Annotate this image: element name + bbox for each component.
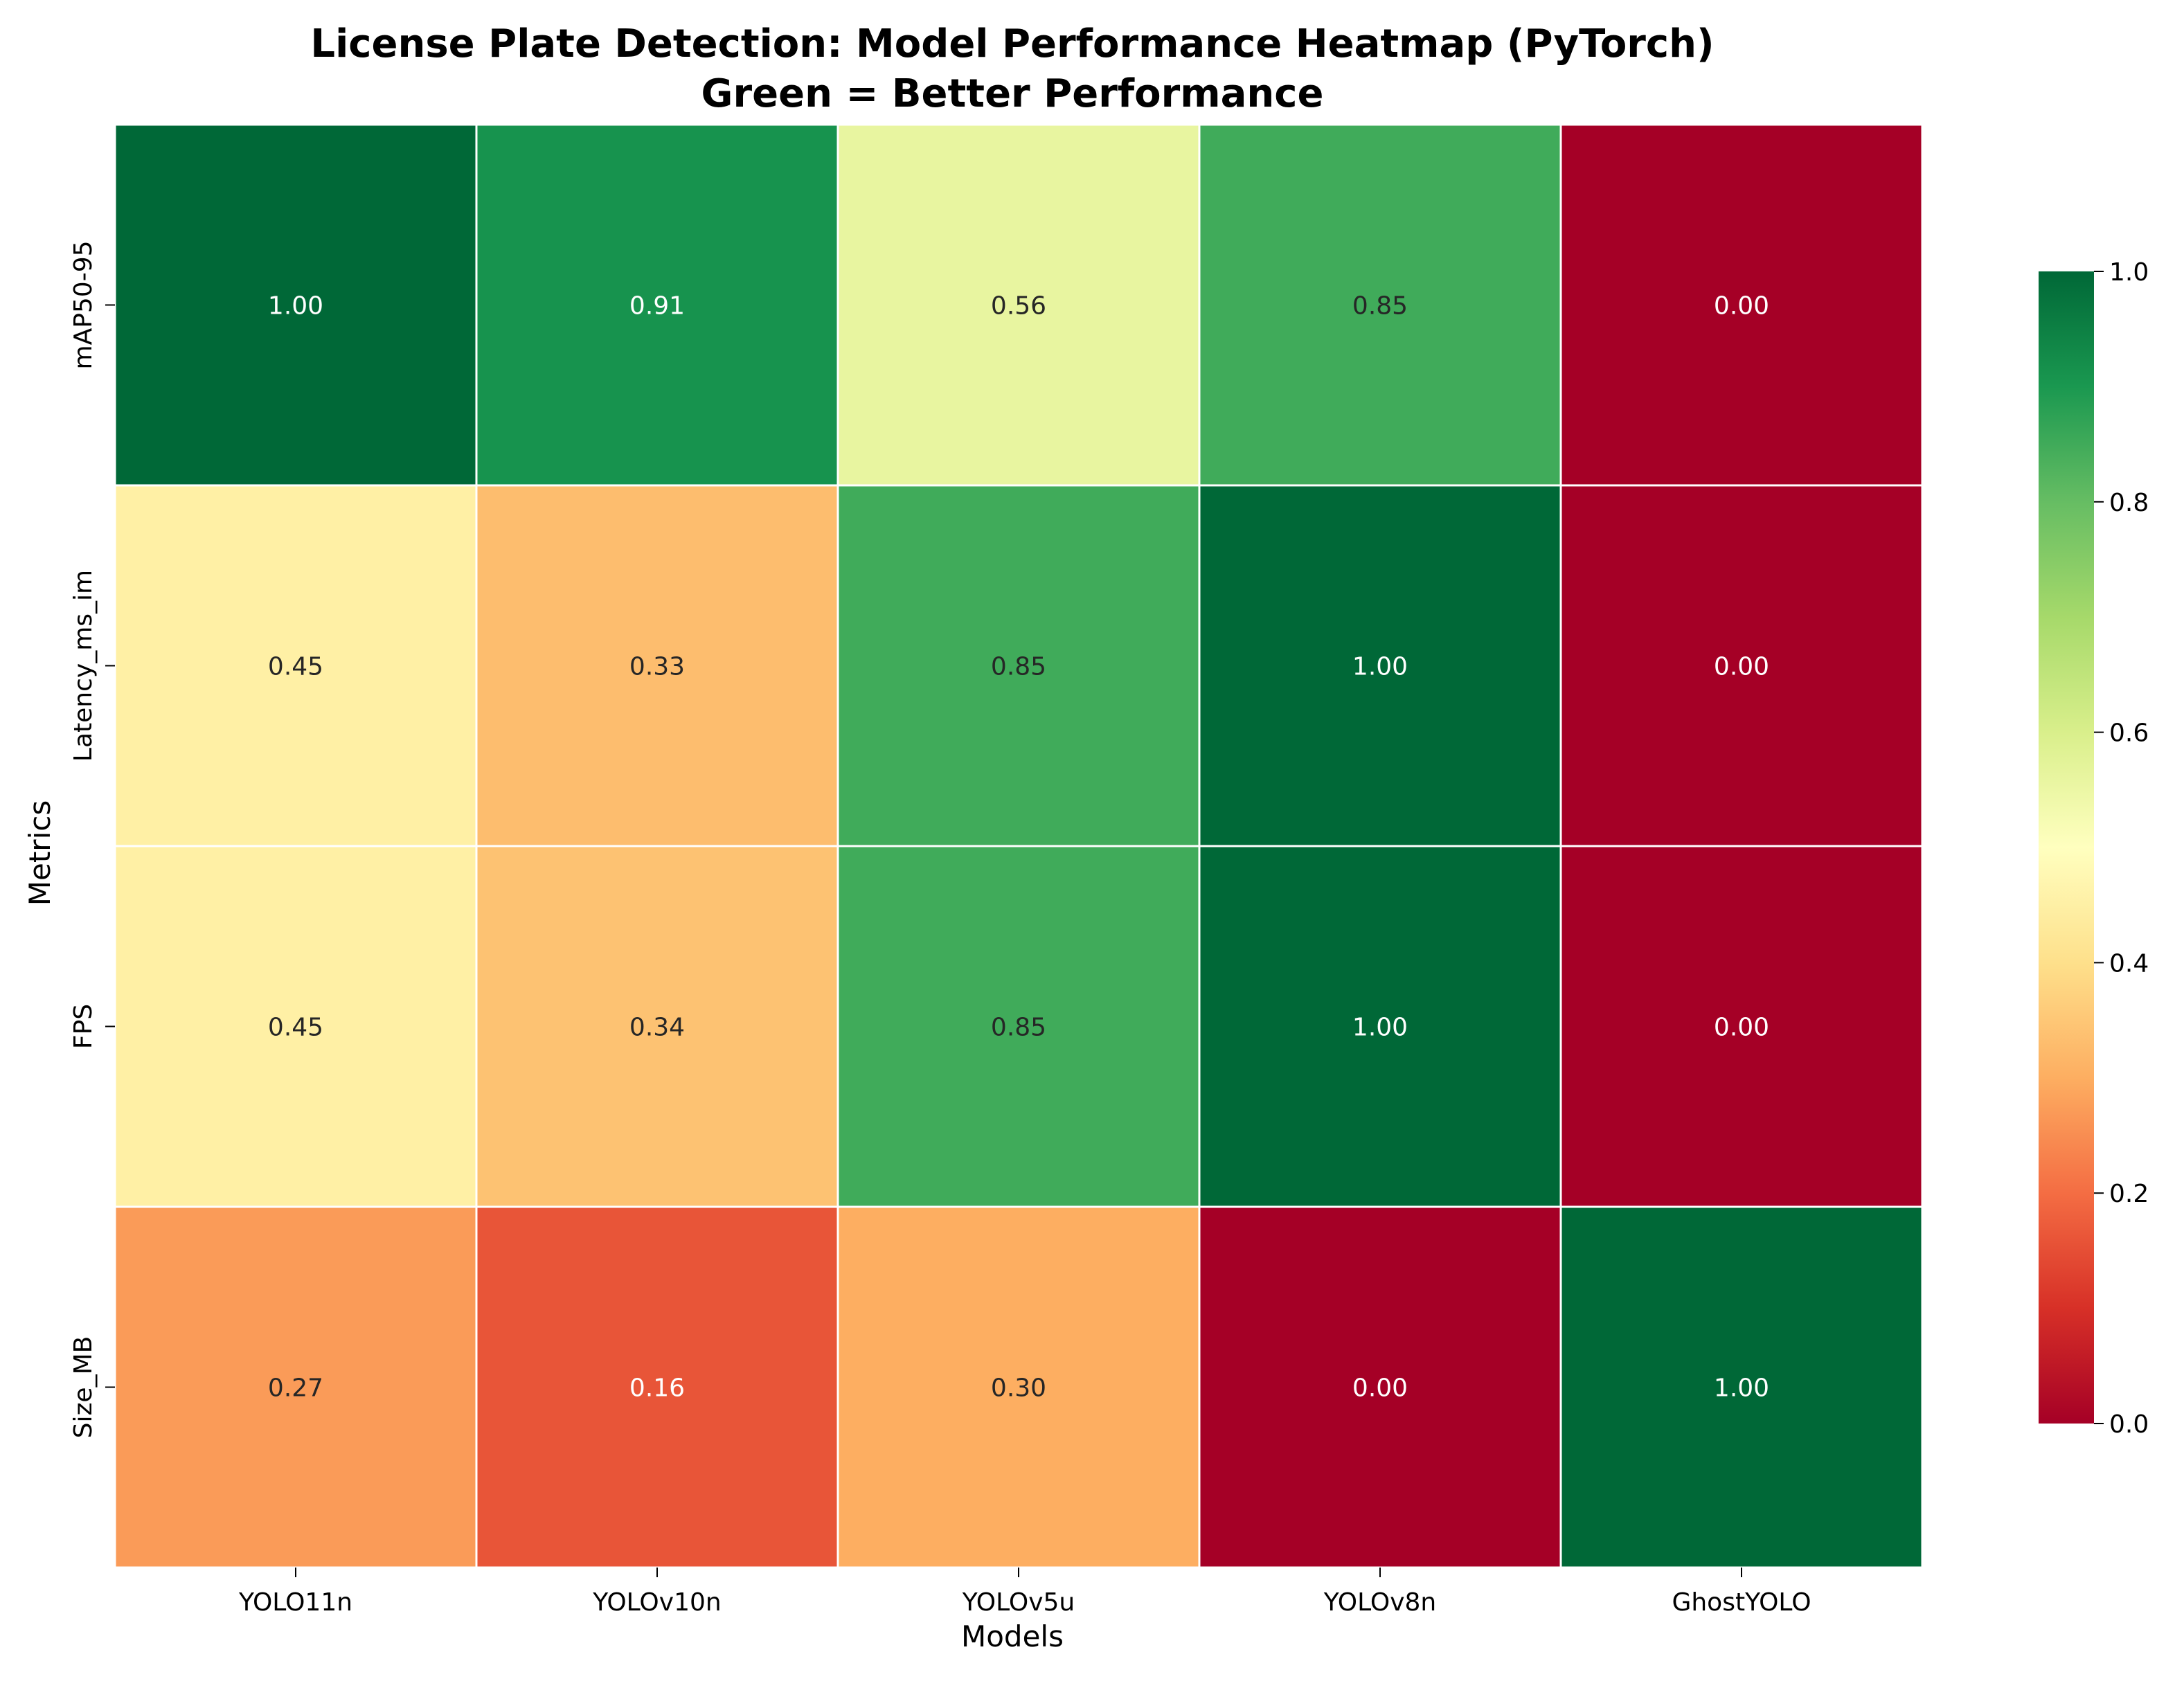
cell-value-label: 0.30 — [991, 1374, 1046, 1403]
heatmap-cell — [836, 1205, 1201, 1569]
heatmap-cell — [1559, 123, 1924, 487]
heatmap-cell — [1559, 1205, 1924, 1569]
x-axis-label: Models — [961, 1619, 1064, 1653]
heatmap-cell — [836, 123, 1201, 487]
colorbar-tick-label: 0.4 — [2109, 949, 2149, 978]
cell-value-label: 0.85 — [1352, 292, 1408, 321]
y-tick-label: mAP50-95 — [69, 240, 98, 369]
heatmap-cell — [475, 1205, 839, 1569]
heatmap-cell — [836, 484, 1201, 847]
colorbar-tick-label: 0.8 — [2109, 489, 2149, 517]
cell-value-label: 0.34 — [629, 1014, 685, 1042]
x-axis-ticks: YOLO11n YOLOv10n YOLOv5u YOLOv8n GhostYOLO — [238, 1568, 1811, 1617]
heatmap-cell-labels: 1.00 0.91 0.56 0.85 0.00 0.45 0.33 0.85 1.00 0.00… — [268, 292, 1769, 1403]
colorbar-tick-label: 1.0 — [2109, 258, 2149, 287]
cell-value-label: 0.91 — [629, 292, 685, 321]
x-tick-label: YOLOv10n — [592, 1588, 721, 1617]
heatmap-cell — [475, 845, 839, 1208]
cell-value-label: 1.00 — [268, 292, 323, 321]
cell-value-label: 1.00 — [1352, 1014, 1408, 1042]
y-axis-label: Metrics — [23, 800, 57, 906]
cell-value-label: 0.56 — [991, 292, 1046, 321]
cell-value-label: 0.85 — [991, 1014, 1046, 1042]
heatmap-cells — [114, 123, 1924, 1569]
cell-value-label: 0.00 — [1714, 292, 1769, 321]
chart-subtitle: Green = Better Performance — [701, 71, 1324, 116]
colorbar-tick-label: 0.6 — [2109, 719, 2149, 748]
colorbar — [2039, 271, 2094, 1424]
cell-value-label: 0.45 — [268, 653, 323, 681]
y-tick-label: Size_MB — [69, 1336, 98, 1439]
y-axis-ticks: mAP50-95 Latency_ms_im FPS Size_MB — [69, 240, 115, 1438]
colorbar-ticks: 0.0 0.2 0.4 0.6 0.8 1.0 — [2094, 258, 2149, 1439]
cell-value-label: 1.00 — [1352, 653, 1408, 681]
heatmap-cell — [1198, 845, 1562, 1208]
cell-value-label: 0.85 — [991, 653, 1046, 681]
cell-value-label: 0.00 — [1352, 1374, 1408, 1403]
heatmap-cell — [1198, 123, 1562, 487]
heatmap-cell — [475, 484, 839, 847]
y-tick-label: FPS — [69, 1004, 98, 1049]
heatmap-cell — [1559, 845, 1924, 1208]
cell-value-label: 1.00 — [1714, 1374, 1769, 1403]
colorbar-tick-label: 0.0 — [2109, 1410, 2149, 1439]
heatmap-cell — [836, 845, 1201, 1208]
cell-value-label: 0.33 — [629, 653, 685, 681]
y-tick-label: Latency_ms_im — [69, 570, 98, 762]
cell-value-label: 0.00 — [1714, 653, 1769, 681]
x-tick-label: YOLO11n — [238, 1588, 352, 1617]
x-tick-label: YOLOv5u — [962, 1588, 1075, 1617]
cell-value-label: 0.45 — [268, 1014, 323, 1042]
cell-value-label: 0.00 — [1714, 1014, 1769, 1042]
chart-title: License Plate Detection: Model Performan… — [310, 21, 1714, 66]
heatmap-cell — [114, 123, 478, 487]
x-tick-label: YOLOv8n — [1323, 1588, 1437, 1617]
heatmap-cell — [1198, 1205, 1562, 1569]
heatmap-cell — [114, 484, 478, 847]
cell-value-label: 0.16 — [629, 1374, 685, 1403]
colorbar-tick-label: 0.2 — [2109, 1180, 2149, 1208]
heatmap-cell — [475, 123, 839, 487]
x-tick-label: GhostYOLO — [1672, 1588, 1811, 1617]
heatmap-cell — [1559, 484, 1924, 847]
cell-value-label: 0.27 — [268, 1374, 323, 1403]
